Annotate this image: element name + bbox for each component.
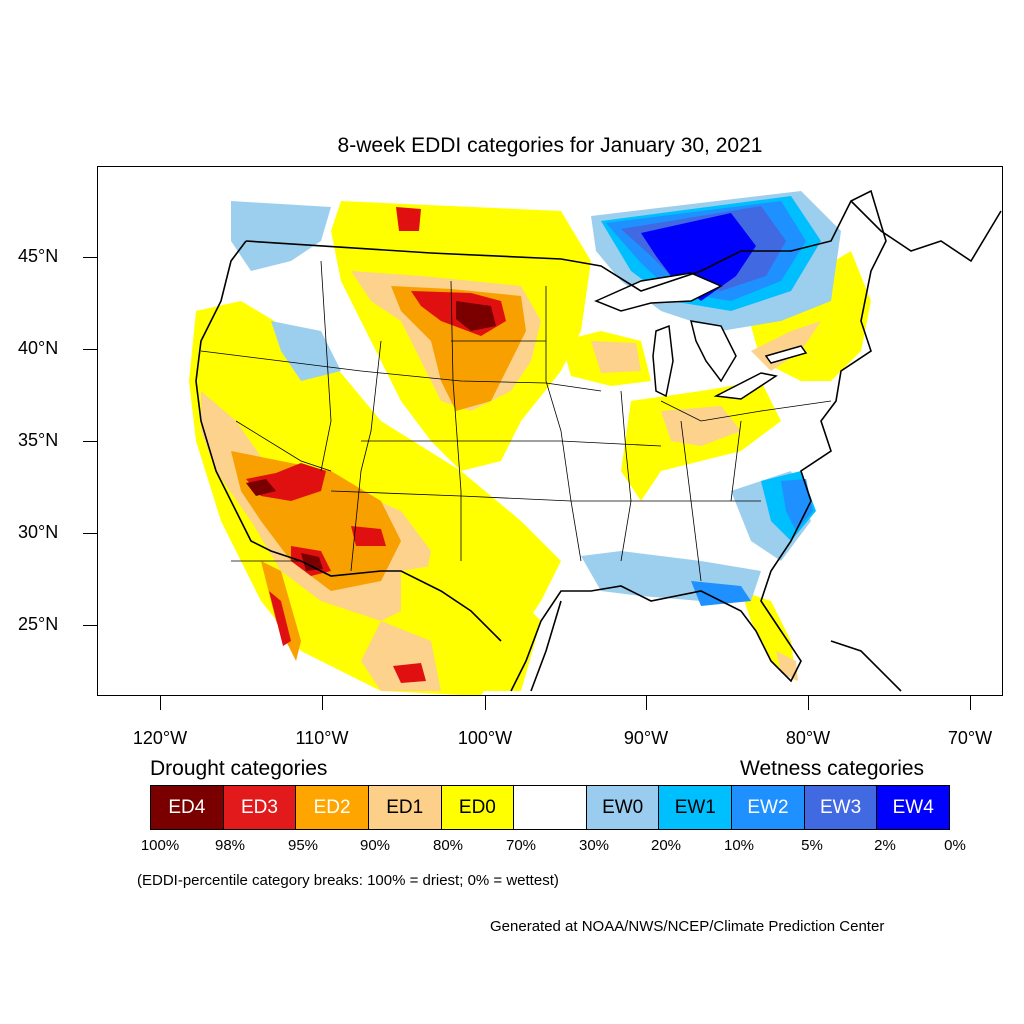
percent-label: 100%	[140, 837, 180, 854]
lon-label: 110°W	[295, 728, 349, 748]
credit-line: Generated at NOAA/NWS/NCEP/Climate Predi…	[490, 918, 885, 935]
legend-cell-ew1: EW1	[659, 786, 733, 829]
lon-label: 100°W	[457, 728, 513, 748]
cuba-coast	[830, 640, 902, 692]
percent-label: 70%	[505, 837, 537, 854]
lon-label: 90°W	[623, 728, 669, 748]
legend-cell-ew2: EW2	[732, 786, 805, 829]
lat-label: 25°N	[18, 614, 59, 634]
lake-ontario	[764, 345, 808, 364]
percent-label: 80%	[432, 837, 464, 854]
percent-label: 98%	[214, 837, 246, 854]
lake-erie	[713, 372, 778, 400]
legend-cell-ew0: EW0	[586, 786, 660, 829]
ed3-northcentral	[396, 207, 421, 231]
ew2-carolinas	[781, 479, 813, 531]
percent-label: 0%	[944, 837, 966, 854]
lon-label: 80°W	[785, 728, 831, 748]
lon-label: 70°W	[947, 728, 993, 748]
percent-label: 95%	[287, 837, 319, 854]
lat-label: 30°N	[18, 522, 59, 542]
lat-tick	[83, 349, 97, 350]
us-outline	[195, 189, 887, 692]
map-title: 8-week EDDI categories for January 30, 2…	[337, 134, 763, 157]
ed1-greatlakes	[591, 341, 641, 373]
mexico-coast	[530, 600, 562, 692]
drought-heading: Drought categories	[150, 757, 328, 780]
lon-tick	[322, 696, 323, 710]
lon-tick	[646, 696, 647, 710]
ed3-southwest-3	[351, 526, 386, 546]
legend-cell-ed0: ED0	[441, 786, 515, 829]
lat-label: 35°N	[18, 430, 59, 450]
lat-label: 45°N	[18, 246, 59, 266]
lon-label: 120°W	[132, 728, 188, 748]
ew2-gulf	[691, 581, 751, 606]
ed1-ohio	[661, 406, 741, 446]
ed0-texas	[401, 561, 541, 691]
lon-tick	[485, 696, 486, 710]
lake-michigan	[652, 324, 674, 398]
lake-huron	[689, 320, 737, 383]
ed3-baja	[269, 591, 291, 646]
legend-cell-ed3: ED3	[223, 786, 297, 829]
lat-tick	[83, 533, 97, 534]
legend-cell-ed1: ED1	[368, 786, 442, 829]
ed4-southwest-2	[301, 553, 323, 571]
category-legend: ED4 ED3 ED2 ED1 ED0 EW0 EW1 EW2 EW3 EW4	[150, 785, 950, 830]
legend-cell-neutral	[514, 786, 587, 829]
legend-cell-ew4: EW4	[877, 786, 950, 829]
lat-tick	[83, 625, 97, 626]
lon-tick	[970, 696, 971, 710]
us-map-canvas	[186, 173, 1002, 695]
canada-coast	[850, 200, 1002, 263]
legend-cell-ed2: ED2	[296, 786, 369, 829]
percent-label: 5%	[801, 837, 823, 854]
legend-cell-ew3: EW3	[804, 786, 878, 829]
wetness-heading: Wetness categories	[740, 757, 925, 780]
ew0-pacificnw	[231, 201, 331, 271]
percent-label: 2%	[874, 837, 896, 854]
lat-label: 40°N	[18, 338, 59, 358]
ed1-florida	[776, 651, 798, 681]
legend-cell-ed4: ED4	[151, 786, 224, 829]
lon-tick	[808, 696, 809, 710]
lon-tick	[160, 696, 161, 710]
category-breaks-note: (EDDI-percentile category breaks: 100% =…	[137, 872, 559, 889]
ew4-upper-midwest	[641, 213, 756, 301]
percent-label: 10%	[723, 837, 755, 854]
percent-label: 20%	[650, 837, 682, 854]
lat-tick	[83, 441, 97, 442]
ed4-plains	[456, 301, 496, 331]
state-borders	[200, 260, 832, 582]
percent-label: 30%	[578, 837, 610, 854]
lake-superior	[594, 272, 723, 312]
percent-label: 90%	[359, 837, 391, 854]
lat-tick	[83, 257, 97, 258]
ed4-southwest	[246, 479, 276, 496]
eddi-map	[97, 166, 1003, 696]
ed3-mexico	[393, 663, 426, 683]
